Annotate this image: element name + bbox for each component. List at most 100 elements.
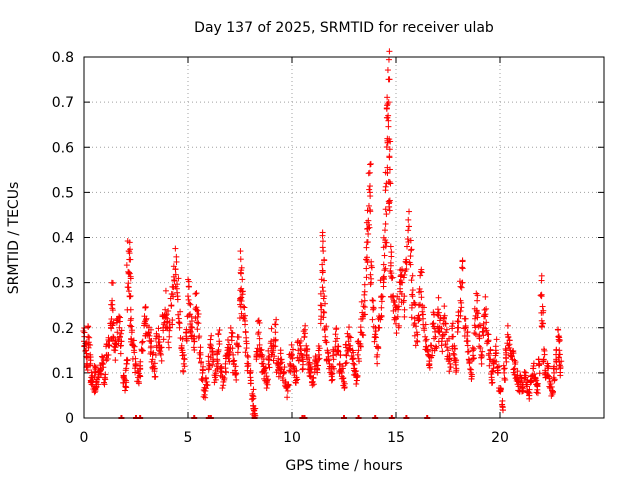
data-point bbox=[360, 332, 367, 339]
data-point bbox=[525, 389, 532, 396]
data-point bbox=[126, 270, 133, 277]
data-point bbox=[381, 267, 388, 274]
data-point bbox=[554, 326, 561, 333]
data-point bbox=[523, 381, 530, 388]
data-point bbox=[180, 352, 187, 359]
data-point bbox=[338, 368, 345, 375]
data-point bbox=[535, 356, 542, 363]
data-point bbox=[360, 311, 367, 318]
data-point bbox=[485, 352, 492, 359]
data-point bbox=[395, 324, 402, 331]
data-point bbox=[477, 344, 484, 351]
data-point bbox=[219, 385, 226, 392]
data-point bbox=[549, 387, 556, 394]
data-point bbox=[162, 312, 169, 319]
data-point bbox=[506, 337, 513, 344]
data-point bbox=[449, 320, 456, 327]
data-point bbox=[378, 313, 385, 320]
data-point bbox=[340, 375, 347, 382]
data-point bbox=[505, 334, 512, 341]
data-point bbox=[343, 359, 350, 366]
data-point bbox=[165, 307, 172, 314]
data-point bbox=[151, 360, 158, 367]
data-point bbox=[404, 236, 411, 243]
data-point bbox=[407, 237, 414, 244]
data-point bbox=[100, 364, 107, 371]
data-point bbox=[95, 381, 102, 388]
data-point bbox=[241, 312, 248, 319]
data-point bbox=[174, 281, 181, 288]
data-point bbox=[370, 297, 377, 304]
data-point bbox=[406, 259, 413, 266]
data-point bbox=[310, 375, 317, 382]
data-point bbox=[134, 378, 141, 385]
data-point bbox=[305, 360, 312, 367]
data-point bbox=[194, 307, 201, 314]
data-point bbox=[108, 279, 115, 286]
data-point bbox=[435, 309, 442, 316]
data-point bbox=[553, 346, 560, 353]
data-point bbox=[127, 256, 134, 263]
data-point bbox=[320, 295, 327, 302]
data-point bbox=[317, 302, 324, 309]
data-point bbox=[479, 328, 486, 335]
data-point bbox=[190, 335, 197, 342]
data-point bbox=[167, 324, 174, 331]
data-point bbox=[319, 238, 326, 245]
data-point bbox=[130, 342, 137, 349]
data-point bbox=[137, 358, 144, 365]
data-point bbox=[534, 390, 541, 397]
data-point bbox=[502, 354, 509, 361]
data-point bbox=[438, 342, 445, 349]
data-point bbox=[409, 272, 416, 279]
y-tick-label: 0.5 bbox=[52, 185, 74, 201]
data-point bbox=[365, 170, 372, 177]
data-point bbox=[85, 323, 92, 330]
data-point bbox=[298, 346, 305, 353]
data-point bbox=[297, 337, 304, 344]
data-point bbox=[483, 327, 490, 334]
data-point bbox=[539, 320, 546, 327]
data-point bbox=[353, 368, 360, 375]
data-point bbox=[102, 376, 109, 383]
data-point bbox=[388, 273, 395, 280]
data-point bbox=[208, 332, 215, 339]
data-point bbox=[376, 324, 383, 331]
data-point bbox=[385, 198, 392, 205]
data-point bbox=[453, 367, 460, 374]
data-point bbox=[365, 217, 372, 224]
data-point bbox=[407, 247, 414, 254]
data-point bbox=[504, 331, 511, 338]
data-point bbox=[112, 344, 119, 351]
data-point bbox=[346, 324, 353, 331]
data-point bbox=[85, 339, 92, 346]
data-point bbox=[454, 318, 461, 325]
data-point bbox=[517, 377, 524, 384]
data-point bbox=[499, 397, 506, 404]
data-point bbox=[382, 237, 389, 244]
data-point bbox=[390, 298, 397, 305]
data-point bbox=[151, 373, 158, 380]
data-point bbox=[555, 333, 562, 340]
data-point bbox=[385, 123, 392, 130]
data-point bbox=[234, 349, 241, 356]
data-point bbox=[438, 325, 445, 332]
data-point bbox=[321, 256, 328, 263]
data-point bbox=[422, 321, 429, 328]
data-point bbox=[384, 114, 391, 121]
data-point bbox=[343, 352, 350, 359]
data-point bbox=[373, 343, 380, 350]
data-point bbox=[408, 314, 415, 321]
data-point bbox=[179, 367, 186, 374]
data-point bbox=[255, 330, 262, 337]
data-point bbox=[386, 136, 393, 143]
data-point bbox=[464, 348, 471, 355]
data-point bbox=[395, 303, 402, 310]
data-point bbox=[236, 315, 243, 322]
data-point bbox=[439, 348, 446, 355]
data-point bbox=[137, 373, 144, 380]
data-point bbox=[225, 341, 232, 348]
data-point bbox=[196, 333, 203, 340]
data-point bbox=[401, 313, 408, 320]
data-point bbox=[289, 355, 296, 362]
